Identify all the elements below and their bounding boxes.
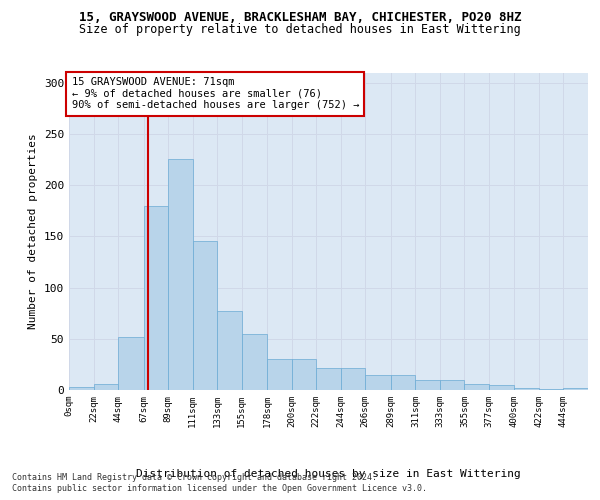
Bar xyxy=(193,242,217,390)
Bar xyxy=(563,388,588,390)
Text: Contains HM Land Registry data © Crown copyright and database right 2024.: Contains HM Land Registry data © Crown c… xyxy=(12,472,377,482)
Bar xyxy=(365,374,391,390)
Bar xyxy=(539,389,563,390)
Text: 15, GRAYSWOOD AVENUE, BRACKLESHAM BAY, CHICHESTER, PO20 8HZ: 15, GRAYSWOOD AVENUE, BRACKLESHAM BAY, C… xyxy=(79,11,521,24)
Bar xyxy=(341,368,365,390)
Bar xyxy=(94,384,118,390)
Bar xyxy=(168,158,193,390)
Bar xyxy=(217,311,242,390)
Bar xyxy=(588,389,600,390)
Text: 15 GRAYSWOOD AVENUE: 71sqm
← 9% of detached houses are smaller (76)
90% of semi-: 15 GRAYSWOOD AVENUE: 71sqm ← 9% of detac… xyxy=(71,78,359,110)
Bar xyxy=(292,360,316,390)
X-axis label: Distribution of detached houses by size in East Wittering: Distribution of detached houses by size … xyxy=(136,469,521,479)
Bar xyxy=(464,384,489,390)
Bar xyxy=(391,374,415,390)
Bar xyxy=(415,380,440,390)
Bar xyxy=(514,388,539,390)
Bar xyxy=(489,385,514,390)
Bar xyxy=(143,206,168,390)
Bar xyxy=(69,387,94,390)
Bar xyxy=(267,360,292,390)
Bar xyxy=(242,334,267,390)
Text: Size of property relative to detached houses in East Wittering: Size of property relative to detached ho… xyxy=(79,22,521,36)
Bar xyxy=(316,368,341,390)
Text: Contains public sector information licensed under the Open Government Licence v3: Contains public sector information licen… xyxy=(12,484,427,493)
Y-axis label: Number of detached properties: Number of detached properties xyxy=(28,134,38,329)
Bar xyxy=(440,380,464,390)
Bar xyxy=(118,336,143,390)
